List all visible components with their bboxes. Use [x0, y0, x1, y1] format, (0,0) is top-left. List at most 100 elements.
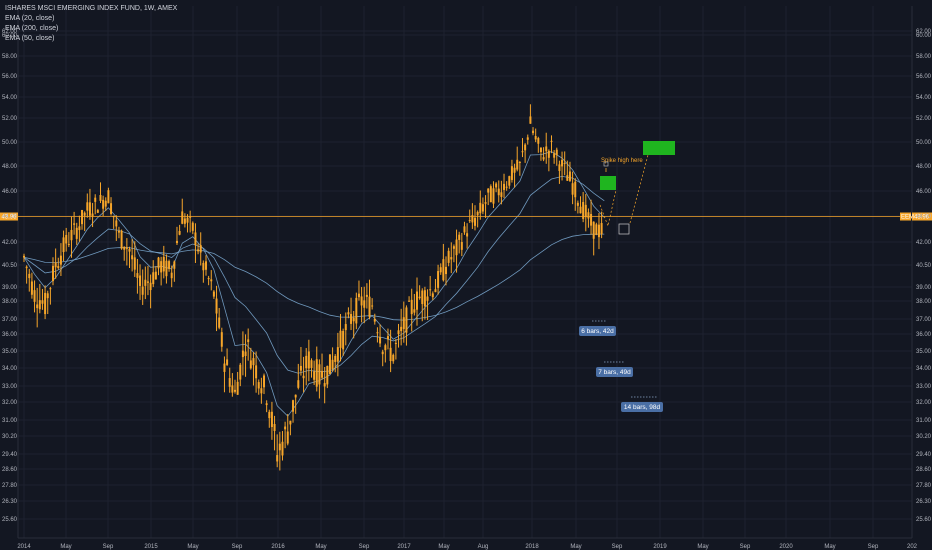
- candle-body: [595, 224, 598, 235]
- y-tick-label-right: 54.00: [916, 95, 932, 101]
- candle-body: [194, 232, 197, 246]
- y-tick-label-right: 27.80: [916, 483, 932, 489]
- candle-body: [534, 136, 537, 140]
- candle-body: [421, 290, 424, 305]
- candle-body: [210, 279, 213, 282]
- candle-body: [323, 383, 326, 387]
- candle-body: [220, 332, 223, 347]
- x-tick-label: Sep: [232, 544, 243, 550]
- candle-body: [30, 281, 33, 295]
- candle-body: [547, 150, 550, 158]
- candle-body: [168, 261, 171, 269]
- candle-body: [202, 262, 205, 271]
- candle-body: [136, 273, 139, 278]
- candle-body: [587, 212, 590, 219]
- candle-body: [328, 354, 331, 374]
- candle-body: [191, 222, 194, 231]
- price-tag-symbol: EEM: [901, 215, 914, 221]
- candle-body: [582, 202, 585, 219]
- candle-body: [239, 364, 242, 380]
- y-tick-label-left: 31.00: [2, 418, 18, 424]
- candle-body: [268, 411, 271, 419]
- candle-body: [413, 309, 416, 313]
- indicator-ema20[interactable]: EMA (20, close): [5, 15, 55, 22]
- y-tick-label-left: 50.00: [2, 140, 18, 146]
- measure-badge-3-bg: [621, 402, 663, 412]
- price-tag-left-bg: [0, 212, 18, 221]
- y-tick-label-right: 31.00: [916, 418, 932, 424]
- x-tick-label: 2017: [397, 544, 411, 550]
- y-tick-label-right: 28.60: [916, 467, 932, 473]
- y-tick-label-right: 36.00: [916, 332, 932, 338]
- candle-body: [516, 159, 519, 170]
- candle-body: [57, 265, 60, 269]
- candle-body: [357, 293, 360, 298]
- y-tick-label-left: 56.00: [2, 74, 18, 80]
- x-tick-label: Sep: [359, 544, 370, 550]
- candle-body: [460, 241, 463, 250]
- candle-body: [347, 312, 350, 315]
- candle-body: [468, 220, 471, 222]
- candle-body: [437, 271, 440, 288]
- candle-body: [204, 261, 207, 270]
- candle-body: [397, 330, 400, 335]
- candle-body: [402, 317, 405, 329]
- candle-body: [339, 330, 342, 348]
- y-tick-label-left: 33.00: [2, 384, 18, 390]
- candle-body: [434, 289, 437, 293]
- candle-body: [228, 378, 231, 387]
- candle-body: [88, 202, 91, 216]
- candle-body: [350, 313, 353, 324]
- y-tick-label-left: 32.00: [2, 400, 18, 406]
- candle-body: [487, 188, 490, 193]
- y-tick-label-right: 42.00: [916, 240, 932, 246]
- candle-body: [445, 266, 447, 275]
- candle-body: [199, 245, 202, 253]
- price-tag-symbol-bg: [900, 212, 911, 221]
- spike-high-label: Spike high here: [601, 158, 643, 164]
- candle-body: [524, 144, 527, 151]
- y-tick-label-right: 40.50: [916, 263, 932, 269]
- candle-body: [463, 226, 466, 233]
- candle-body: [315, 359, 318, 387]
- candle-body: [447, 250, 450, 263]
- candle-body: [318, 364, 321, 385]
- y-tick-label-right: 32.00: [916, 400, 932, 406]
- candle-body: [99, 195, 102, 201]
- y-tick-label-right: 33.00: [916, 384, 932, 390]
- x-tick-label: Aug: [478, 544, 489, 550]
- y-tick-label-left: 58.00: [2, 54, 18, 60]
- y-tick-label-left: 39.00: [2, 285, 18, 291]
- x-tick-label: 2018: [525, 544, 539, 550]
- measure-badge-1-label: 6 bars, 42d: [581, 328, 614, 335]
- y-tick-label-right: 48.00: [916, 164, 932, 170]
- candle-series: [23, 104, 603, 471]
- candle-body: [299, 365, 302, 371]
- candle-body: [555, 149, 558, 155]
- y-tick-label-left: 54.00: [2, 95, 18, 101]
- candle-body: [186, 217, 189, 223]
- indicator-ema200[interactable]: EMA (200, close): [5, 25, 59, 32]
- candle-body: [154, 271, 157, 280]
- candle-body: [510, 166, 513, 180]
- candle-body: [276, 455, 279, 462]
- candle-body: [91, 213, 94, 217]
- candle-body: [28, 273, 31, 279]
- measure-badge-2-bg: [596, 367, 633, 377]
- y-tick-label-right: 56.00: [916, 74, 932, 80]
- x-tick-label: May: [697, 544, 708, 550]
- y-tick-label-left: 48.00: [2, 164, 18, 170]
- candle-body: [160, 261, 163, 273]
- candle-body: [70, 229, 73, 241]
- candle-body: [326, 365, 329, 385]
- indicator-ema50[interactable]: EMA (50, close): [5, 35, 55, 42]
- candle-body: [479, 202, 482, 214]
- candle-body: [152, 272, 155, 285]
- y-tick-label-right: 29.40: [916, 452, 932, 458]
- x-tick-label: May: [315, 544, 326, 550]
- time-axis[interactable]: 2014 May Sep 2015 May Sep 2016 May Sep 2017 May Aug…: [17, 544, 917, 550]
- candle-body: [197, 249, 200, 252]
